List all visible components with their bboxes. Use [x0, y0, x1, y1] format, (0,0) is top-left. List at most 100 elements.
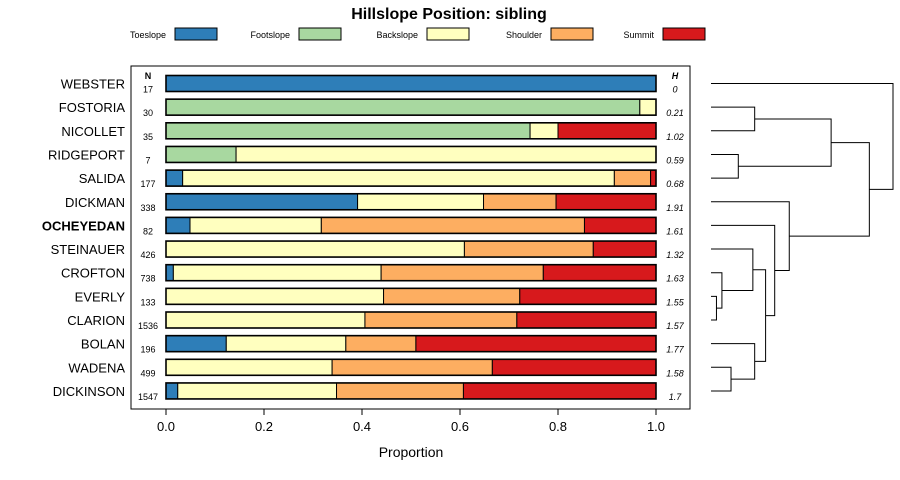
row-h-bolan: 1.77 — [666, 345, 685, 355]
dendrogram-link-8 — [711, 153, 739, 179]
row-n-clarion: 1536 — [138, 321, 158, 331]
dendrogram-link-10 — [738, 118, 832, 167]
dendrogram-link-4 — [711, 343, 756, 380]
bar-crofton-toeslope — [165, 264, 174, 282]
row-label-ridgeport: RIDGEPORT — [48, 147, 125, 162]
bar-outline-dickinson — [165, 382, 657, 400]
bar-outline-steinauer — [165, 240, 657, 258]
x-tick-label-0: 0.0 — [157, 419, 175, 434]
legend: Toeslope Footslope Backslope Shoulder Summit — [130, 27, 706, 41]
bar-nicollet-backslope — [529, 122, 559, 140]
legend-swatch-backslope — [426, 27, 470, 41]
n-header: N — [145, 71, 152, 81]
dendrogram-link-3 — [711, 366, 732, 392]
legend-label-backslope: Backslope — [376, 30, 418, 40]
bar-dickinson-summit — [462, 382, 657, 400]
row-label-salida: SALIDA — [79, 171, 126, 186]
bar-wadena-summit — [491, 358, 657, 376]
row-n-steinauer: 426 — [140, 250, 155, 260]
bar-salida-summit — [650, 169, 657, 187]
bar-ocheyedan-shoulder — [320, 216, 585, 234]
x-axis: 0.0 0.2 0.4 0.6 0.8 1.0 — [157, 409, 665, 434]
bar-bolan-summit — [415, 335, 657, 353]
bar-outline-nicollet — [165, 122, 657, 140]
bar-everly-summit — [519, 287, 657, 305]
row-label-bolan: BOLAN — [81, 337, 125, 352]
bar-salida-toeslope — [165, 169, 184, 187]
legend-swatch-summit — [662, 27, 706, 41]
bar-outline-bolan — [165, 334, 657, 353]
bar-clarion-backslope — [165, 311, 366, 329]
row-n-bolan: 196 — [140, 345, 155, 355]
row-h-nicollet: 1.02 — [666, 132, 684, 142]
bar-outline-clarion — [165, 311, 657, 329]
row-h-steinauer: 1.32 — [666, 250, 684, 260]
bar-bolan-toeslope — [165, 335, 227, 353]
legend-swatch-shoulder — [550, 27, 594, 41]
row-n-nicollet: 35 — [143, 132, 153, 142]
row-label-wadena: WADENA — [68, 360, 125, 375]
bar-dickman-backslope — [357, 193, 485, 211]
row-n-wadena: 499 — [140, 368, 155, 378]
bar-ocheyedan-toeslope — [165, 216, 191, 234]
row-h-dickman: 1.91 — [666, 203, 684, 213]
row-h-ocheyedan: 1.61 — [666, 226, 684, 236]
x-tick-label-5: 1.0 — [647, 419, 665, 434]
bar-bolan-backslope — [225, 335, 347, 353]
bar-dickman-toeslope — [165, 193, 359, 211]
bar-dickman-summit — [555, 193, 657, 211]
row-n-fostoria: 30 — [143, 108, 153, 118]
bar-clarion-shoulder — [364, 311, 518, 329]
bar-outline-ocheyedan — [165, 216, 657, 235]
row-h-fostoria: 0.21 — [666, 108, 684, 118]
row-n-everly: 133 — [140, 297, 155, 307]
h-header: H — [672, 71, 679, 81]
row-label-everly: EVERLY — [75, 289, 126, 304]
bar-outline-webster — [165, 74, 657, 93]
bar-dickinson-toeslope — [165, 382, 179, 400]
row-label-steinauer: STEINAUER — [51, 242, 125, 257]
dendrogram — [711, 83, 894, 392]
row-h-webster: 0 — [672, 85, 677, 95]
bar-rows: WEBSTER 17 0 FOSTORIA 30 0.21 NICOLLET 35 1.02 RI… — [42, 74, 685, 402]
row-label-clarion: CLARION — [67, 313, 125, 328]
bar-ridgeport-backslope — [235, 145, 657, 163]
row-n-webster: 17 — [143, 85, 153, 95]
legend-label-toeslope: Toeslope — [130, 30, 166, 40]
dendrogram-link-9 — [711, 106, 756, 132]
row-h-everly: 1.55 — [666, 297, 685, 307]
bar-dickinson-shoulder — [336, 382, 464, 400]
row-n-dickman: 338 — [140, 203, 155, 213]
bar-ocheyedan-summit — [583, 216, 657, 234]
bar-steinauer-backslope — [165, 240, 465, 258]
row-h-salida: 0.68 — [666, 179, 684, 189]
row-h-wadena: 1.58 — [666, 368, 684, 378]
legend-label-footslope: Footslope — [250, 30, 290, 40]
bar-everly-shoulder — [383, 287, 521, 305]
bar-nicollet-footslope — [165, 122, 531, 140]
row-n-ridgeport: 7 — [145, 155, 150, 165]
bar-salida-shoulder — [613, 169, 652, 187]
row-n-dickinson: 1547 — [138, 392, 158, 402]
row-h-ridgeport: 0.59 — [666, 155, 684, 165]
legend-label-shoulder: Shoulder — [506, 30, 542, 40]
bar-outline-dickman — [165, 192, 657, 211]
bar-everly-backslope — [165, 287, 385, 305]
bar-outline-ridgeport — [165, 145, 657, 164]
row-label-dickman: DICKMAN — [65, 195, 125, 210]
bar-ridgeport-footslope — [165, 145, 237, 163]
bar-crofton-backslope — [172, 264, 382, 282]
x-tick-label-1: 0.2 — [255, 419, 273, 434]
bar-steinauer-shoulder — [463, 240, 594, 258]
row-label-nicollet: NICOLLET — [61, 124, 125, 139]
legend-label-summit: Summit — [623, 30, 654, 40]
legend-swatch-footslope — [298, 27, 342, 41]
bar-crofton-summit — [542, 264, 657, 282]
bar-fostoria-footslope — [165, 98, 641, 116]
bar-outline-salida — [165, 169, 657, 187]
bar-crofton-shoulder — [380, 264, 544, 282]
bar-fostoria-backslope — [639, 98, 657, 116]
row-n-crofton: 738 — [140, 274, 155, 284]
bar-salida-backslope — [182, 169, 615, 187]
